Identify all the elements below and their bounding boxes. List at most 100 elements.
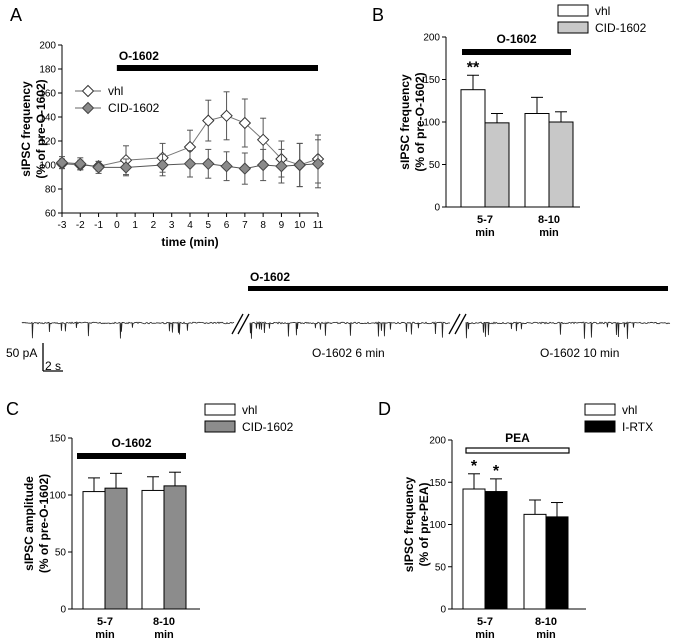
current-trace-segment <box>465 321 671 339</box>
axis-break-mark <box>231 313 244 335</box>
legend-swatch <box>204 403 236 416</box>
drug-application-bar <box>462 49 571 55</box>
x-axis-label: time (min) <box>161 235 218 249</box>
x-tick-label: 7 <box>242 220 248 231</box>
drug-application-bar <box>77 453 186 459</box>
x-tick-label: 9 <box>279 220 285 231</box>
y-axis-label-line: sIPSC frequency <box>398 74 412 170</box>
bar-CID-1602 <box>548 121 574 208</box>
x-tick-label: 4 <box>187 220 193 231</box>
scale-bar-time-label: 2 s <box>45 359 61 373</box>
data-point-CID-1602 <box>238 162 252 175</box>
y-tick-label: 60 <box>45 209 57 220</box>
trace-panel: O-1602 50 pA 2 s O-1602 6 min O-1602 10 min <box>6 270 671 373</box>
category-label: min <box>539 227 559 239</box>
y-axis-label-line: (% of pre-PEA) <box>417 482 431 566</box>
scale-bar-amplitude-label: 50 pA <box>6 346 37 360</box>
x-tick-label: 2 <box>151 220 157 231</box>
data-point-CID-1602 <box>220 159 233 173</box>
axis-break-mark <box>448 313 461 335</box>
drug-application-bar <box>465 447 570 454</box>
data-point-CID-1602 <box>202 157 215 171</box>
bar-vhl <box>141 489 165 610</box>
bar-vhl <box>82 491 106 610</box>
legend-label: vhl <box>108 84 123 98</box>
legend-label: CID-1602 <box>595 21 647 35</box>
legend-swatch <box>557 4 589 17</box>
drug-label: O-1602 <box>111 436 151 450</box>
x-tick-label: -1 <box>94 220 103 231</box>
x-tick-label: -2 <box>76 220 85 231</box>
legend-marker <box>81 101 95 115</box>
legend-label: vhl <box>242 403 257 417</box>
y-tick-label: 50 <box>429 160 441 171</box>
trace-segment-label: O-1602 10 min <box>540 346 619 360</box>
axis-break-mark <box>454 313 467 335</box>
data-point-CID-1602 <box>256 158 270 172</box>
y-tick-label: 0 <box>440 605 446 616</box>
category-label: min <box>536 629 556 641</box>
y-tick-label: 120 <box>39 137 56 148</box>
category-label: 8-10 <box>153 616 175 628</box>
data-point-vhl <box>256 133 270 147</box>
y-tick-label: 160 <box>39 89 56 100</box>
y-tick-label: 0 <box>60 605 66 616</box>
x-tick-label: -3 <box>58 220 67 231</box>
legend-label: vhl <box>595 4 610 18</box>
current-trace-segment <box>21 321 235 339</box>
legend-swatch <box>584 420 616 433</box>
y-tick-label: 0 <box>434 203 440 214</box>
y-tick-label: 50 <box>55 548 67 559</box>
panel-b-bar-chart: B 0 50 100 150 200 sIPSC frequency(% of pre-O-… <box>372 4 647 239</box>
y-axis-label: sIPSC amplitude(% of pre-O-1602) <box>22 474 51 573</box>
bar-vhl <box>462 488 486 610</box>
current-trace-segment <box>249 320 451 339</box>
category-label: min <box>475 629 495 641</box>
data-point-CID-1602 <box>275 159 288 173</box>
y-axis-label-line: (% of pre-O-1602) <box>34 79 48 178</box>
bar-I-RTX <box>484 491 508 610</box>
y-tick-label: 200 <box>39 41 56 52</box>
drug-label: PEA <box>505 431 530 445</box>
y-tick-label: 200 <box>429 436 446 447</box>
significance-marker: * <box>471 458 478 475</box>
category-label: min <box>475 227 495 239</box>
drug-label: O-1602 <box>496 32 536 46</box>
y-axis-label-line: sIPSC frequency <box>19 81 33 177</box>
data-point-CID-1602 <box>92 161 105 174</box>
legend-swatch <box>584 403 616 416</box>
drug-application-bar <box>248 286 668 291</box>
y-tick-label: 180 <box>39 65 56 76</box>
drug-label: O-1602 <box>250 270 290 284</box>
data-point-CID-1602 <box>156 158 169 172</box>
category-label: 8-10 <box>535 616 557 628</box>
legend-swatch <box>557 21 589 34</box>
x-tick-label: 3 <box>169 220 175 231</box>
y-axis-label: sIPSC frequency(% of pre-PEA) <box>402 476 431 572</box>
trace-segment-label: O-1602 6 min <box>312 346 385 360</box>
legend-label: I-RTX <box>622 420 653 434</box>
x-tick-label: 11 <box>313 220 324 231</box>
x-tick-label: 6 <box>224 220 230 231</box>
bar-CID-1602 <box>104 487 128 610</box>
legend-label: vhl <box>622 403 637 417</box>
x-tick-label: 1 <box>132 220 138 231</box>
bar-I-RTX <box>545 516 569 610</box>
legend-swatch <box>204 420 236 433</box>
data-point-CID-1602 <box>55 156 69 169</box>
y-tick-label: 100 <box>39 161 56 172</box>
panel-label-c: C <box>6 399 19 419</box>
panel-label-b: B <box>372 5 384 25</box>
category-label: min <box>95 629 115 641</box>
y-tick-label: 80 <box>45 185 57 196</box>
bar-vhl <box>523 513 547 610</box>
y-tick-label: 100 <box>429 520 446 531</box>
x-tick-label: 8 <box>260 220 266 231</box>
panel-label-d: D <box>378 399 391 419</box>
y-axis-label-line: (% of pre-O-1602) <box>413 72 427 171</box>
legend-marker <box>81 84 95 98</box>
y-axis-label-line: sIPSC amplitude <box>22 476 36 571</box>
y-tick-label: 140 <box>39 113 56 124</box>
